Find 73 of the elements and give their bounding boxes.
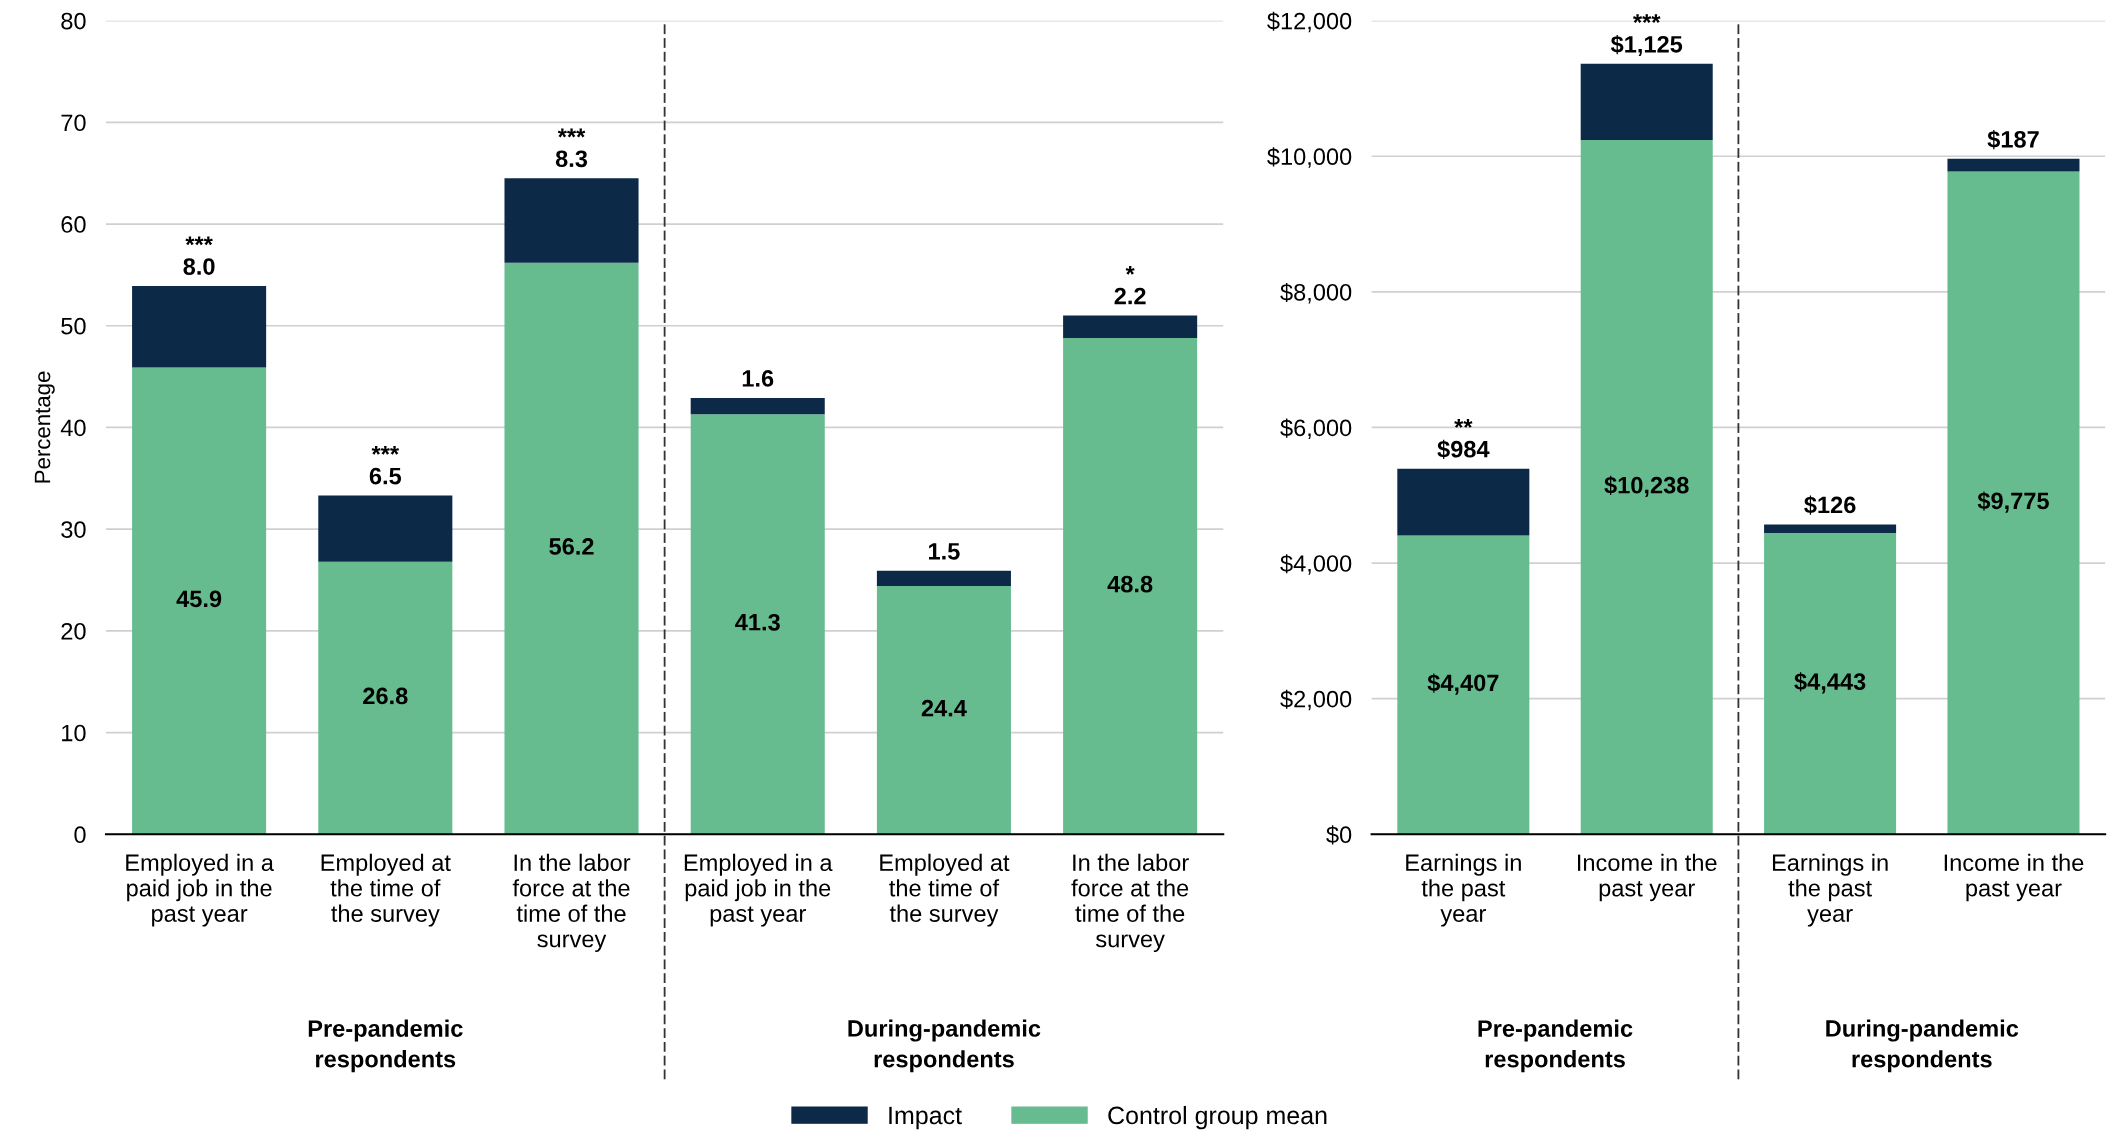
text: Pre-pandemic respondents [308, 1019, 463, 1073]
x-tick-label: Income in the past year [1578, 853, 1717, 902]
bar [690, 397, 825, 415]
data-label: *** 6.5 [369, 445, 402, 485]
x-tick-label: Employed at the time of the survey [321, 853, 451, 927]
data-label: 26.8 [363, 687, 408, 705]
x-tick-label: In the labor force at the time of the survey [1071, 853, 1189, 953]
data-label: *** $1,125 [1610, 14, 1683, 57]
x-tick-label: In the labor force at the time of the survey [512, 853, 631, 953]
data-label: 48.8 [1107, 575, 1153, 593]
x-tick-label: Employed in a paid job in the past year [684, 853, 833, 927]
y-tick-label: $12,000 [1267, 11, 1352, 33]
x-tick-label: Employed at the time of the survey [880, 853, 1010, 927]
text: Pre-pandemic respondents [1478, 1019, 1633, 1073]
bar [1764, 533, 1897, 835]
y-tick-label: $6,000 [1280, 418, 1352, 440]
bar [1580, 63, 1713, 141]
y-axis-title: Percentage [34, 371, 55, 483]
y-tick-label: 70 [61, 114, 86, 132]
y-tick-label: $4,000 [1280, 554, 1352, 575]
data-label: 1.6 [742, 370, 774, 387]
data-label: 1.5 [929, 543, 960, 560]
text: During-pandemic respondents [1826, 1019, 2019, 1073]
data-label: 41.3 [735, 613, 780, 631]
bar [132, 286, 267, 368]
y-tick-label: 20 [61, 622, 86, 640]
data-label: ** $984 [1437, 419, 1490, 460]
y-tick-label: $8,000 [1280, 282, 1352, 304]
bar [318, 495, 453, 562]
data-label: * 2.2 [1114, 265, 1146, 305]
x-tick-label: Earnings in the past year [1406, 853, 1521, 927]
bar [690, 414, 825, 835]
text: During-pandemic respondents [848, 1019, 1041, 1073]
bar [1397, 468, 1530, 536]
bar [1397, 535, 1530, 835]
bar [1063, 315, 1198, 338]
bar [504, 178, 639, 263]
bar [1947, 171, 2080, 835]
x-tick-label: Income in the past year [1944, 853, 2084, 902]
data-label: 24.4 [921, 699, 967, 717]
data-label: 45.9 [176, 590, 222, 608]
y-tick-label: 40 [60, 419, 86, 437]
legend-label: Control group mean [1108, 1105, 1327, 1130]
data-label: $126 [1804, 495, 1856, 515]
bar [504, 262, 639, 835]
bar [1063, 337, 1198, 835]
data-label: $4,443 [1794, 672, 1866, 694]
x-tick-label: Earnings in the past year [1772, 853, 1888, 927]
bar [876, 586, 1011, 835]
y-tick-label: 80 [61, 12, 86, 30]
data-label: $10,238 [1604, 475, 1689, 497]
legend-label: Impact [889, 1106, 962, 1130]
y-tick-label: 60 [61, 216, 86, 233]
data-label: $4,407 [1427, 673, 1499, 695]
y-tick-label: $2,000 [1280, 689, 1352, 711]
data-label: 56.2 [549, 538, 594, 555]
y-tick-label: 50 [61, 317, 86, 335]
data-label: *** 8.3 [555, 128, 588, 168]
bar [318, 561, 453, 835]
data-label: $9,775 [1977, 491, 2049, 513]
bar [1764, 524, 1897, 534]
bar [132, 367, 267, 835]
y-tick-label: $0 [1326, 825, 1352, 845]
bar [1947, 158, 2080, 172]
data-label: $187 [1987, 129, 2039, 150]
bar [876, 570, 1011, 587]
y-tick-label: 30 [61, 521, 86, 538]
x-tick-label: Employed in a paid job in the past year [126, 853, 274, 927]
y-tick-label: 10 [62, 724, 86, 742]
bar [1580, 140, 1713, 835]
y-tick-label: $10,000 [1267, 147, 1352, 168]
y-tick-label: 0 [74, 826, 86, 844]
data-label: *** 8.0 [183, 236, 215, 275]
